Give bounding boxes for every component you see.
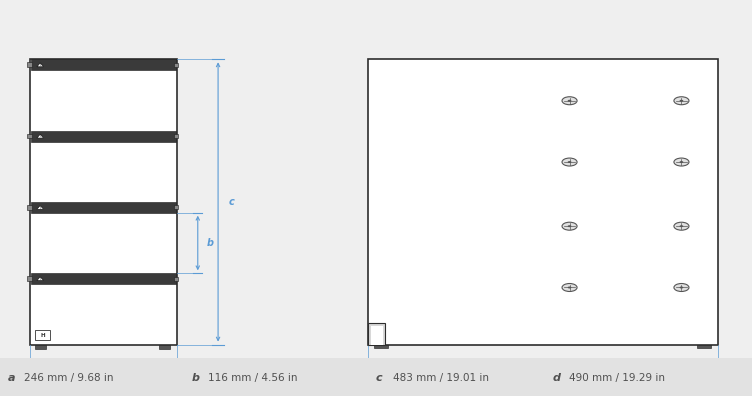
Bar xyxy=(27,276,32,281)
Bar xyxy=(35,345,46,349)
Bar xyxy=(31,131,176,141)
Polygon shape xyxy=(37,63,44,67)
Ellipse shape xyxy=(568,100,572,102)
Polygon shape xyxy=(37,134,44,138)
Ellipse shape xyxy=(674,222,689,230)
Bar xyxy=(374,345,388,348)
Ellipse shape xyxy=(562,97,577,105)
Text: !: ! xyxy=(39,63,41,67)
Ellipse shape xyxy=(568,286,572,289)
Bar xyxy=(174,206,178,209)
Bar xyxy=(371,326,383,345)
Ellipse shape xyxy=(568,161,572,163)
Bar xyxy=(27,205,32,210)
Text: H: H xyxy=(41,333,45,337)
Ellipse shape xyxy=(680,286,684,289)
Bar xyxy=(174,134,178,138)
Text: !: ! xyxy=(39,134,41,138)
Bar xyxy=(0,358,752,396)
Bar xyxy=(27,63,32,67)
Ellipse shape xyxy=(680,225,684,227)
Ellipse shape xyxy=(568,225,572,227)
Ellipse shape xyxy=(562,222,577,230)
Bar xyxy=(697,345,711,348)
Bar xyxy=(174,63,178,67)
Bar xyxy=(159,345,170,349)
Text: a: a xyxy=(8,373,15,383)
Ellipse shape xyxy=(674,284,689,291)
Bar xyxy=(31,202,176,213)
Ellipse shape xyxy=(562,158,577,166)
Ellipse shape xyxy=(674,97,689,105)
FancyBboxPatch shape xyxy=(368,59,718,345)
Text: 483 mm / 19.01 in: 483 mm / 19.01 in xyxy=(393,373,489,383)
Ellipse shape xyxy=(562,284,577,291)
Bar xyxy=(31,273,176,284)
Text: c: c xyxy=(376,373,383,383)
Text: d: d xyxy=(553,373,561,383)
Text: 490 mm / 19.29 in: 490 mm / 19.29 in xyxy=(569,373,666,383)
Bar xyxy=(35,330,50,340)
FancyBboxPatch shape xyxy=(30,59,177,345)
Text: b: b xyxy=(192,373,200,383)
Text: 246 mm / 9.68 in: 246 mm / 9.68 in xyxy=(24,373,114,383)
Polygon shape xyxy=(37,206,44,209)
Bar xyxy=(31,59,176,70)
Text: b: b xyxy=(207,238,214,248)
Text: !: ! xyxy=(39,206,41,209)
Text: c: c xyxy=(229,197,235,207)
Bar xyxy=(174,277,178,281)
Text: a: a xyxy=(100,369,107,379)
Ellipse shape xyxy=(680,161,684,163)
Bar xyxy=(27,134,32,139)
Polygon shape xyxy=(37,277,44,281)
Text: 116 mm / 4.56 in: 116 mm / 4.56 in xyxy=(208,373,298,383)
Ellipse shape xyxy=(674,158,689,166)
Bar xyxy=(368,323,385,345)
Text: !: ! xyxy=(39,277,41,281)
Text: d: d xyxy=(540,369,547,379)
Ellipse shape xyxy=(680,100,684,102)
